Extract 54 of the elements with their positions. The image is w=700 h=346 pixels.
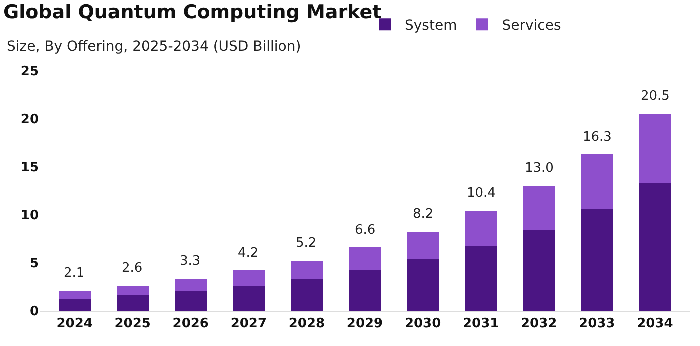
x-tick-label: 2033	[579, 316, 616, 332]
bar	[523, 186, 556, 230]
total-label: 10.4	[467, 186, 496, 201]
chart-subtitle: Size, By Offering, 2025-2034 (USD Billion)	[7, 39, 302, 55]
bar	[174, 290, 207, 311]
bar	[174, 279, 207, 291]
legend-label: System	[405, 18, 458, 34]
bar	[349, 270, 381, 311]
bar	[523, 230, 556, 311]
total-label: 2.6	[122, 261, 143, 276]
bar	[639, 114, 672, 184]
bar	[116, 296, 149, 311]
x-tick-label: 2027	[230, 316, 268, 332]
bar	[291, 261, 323, 280]
bar	[232, 270, 265, 286]
y-tick-label: 10	[20, 208, 39, 224]
total-label: 6.6	[355, 223, 376, 238]
bar	[232, 286, 265, 311]
bar	[58, 299, 91, 311]
x-tick-label: 2031	[462, 316, 500, 332]
x-tick-label: 2025	[114, 316, 151, 332]
x-tick-label: 2028	[288, 316, 326, 332]
total-label: 8.2	[413, 207, 434, 222]
total-label: 2.1	[64, 266, 85, 281]
x-tick-label: 2029	[346, 316, 384, 332]
bar	[581, 209, 614, 311]
bar	[581, 154, 614, 210]
y-tick-label: 20	[20, 112, 39, 128]
total-label: 13.0	[525, 161, 554, 176]
total-label: 20.5	[641, 89, 670, 104]
bar	[465, 211, 498, 247]
legend-label: Services	[502, 18, 562, 34]
total-label: 5.2	[296, 236, 317, 251]
x-tick-label: 2032	[521, 316, 558, 332]
bar	[465, 246, 498, 311]
total-label: 3.3	[180, 254, 201, 269]
x-tick-label: 2024	[56, 316, 93, 332]
y-tick-label: 25	[20, 64, 39, 80]
bar	[116, 286, 149, 296]
y-tick-label: 5	[30, 256, 39, 272]
bar	[58, 290, 91, 300]
y-tick-label: 0	[30, 304, 39, 320]
x-tick-label: 2030	[404, 316, 442, 332]
bar	[291, 279, 323, 311]
bar	[639, 183, 672, 311]
bar	[407, 259, 439, 311]
y-tick-label: 15	[20, 160, 39, 176]
bar	[349, 248, 381, 271]
x-tick-label: 2026	[172, 316, 209, 332]
total-label: 16.3	[583, 130, 612, 145]
chart-title: Global Quantum Computing Market	[4, 1, 382, 24]
total-label: 4.2	[238, 246, 259, 261]
bar	[407, 232, 439, 260]
x-tick-label: 2034	[637, 316, 674, 332]
